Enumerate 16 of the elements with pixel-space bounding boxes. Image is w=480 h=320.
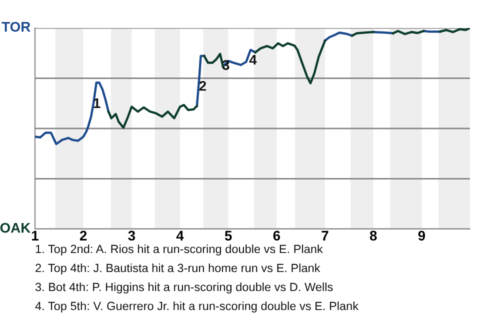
x-tick-label: 3 [128,230,136,241]
text: OAK [0,222,31,233]
x-tick-label: 1 [32,230,38,240]
x-tick-label: 2 [80,230,87,240]
x-tick-label: 6 [273,230,280,241]
x-tick-label: 4 [176,230,184,240]
text: 4. Top 5th: V. Guerrero Jr. hit a run-scoring double vs E. Plank [35,301,359,313]
x-tick-label: 7 [322,230,328,240]
x-tick-label: 5 [224,230,232,241]
text: 3. Bot 4th: P. Higgins hit a run-scoring double vs D. Wells [35,282,333,294]
text: TOR [2,22,30,32]
annotation: 4 [249,55,257,65]
text: 2. Top 4th: J. Bautista hit a 3-run home run vs E. Plank [36,263,320,275]
x-tick-label: 9 [418,230,426,241]
text: 1. Top 2nd: A. Rios hit a run-scoring double vs E. Plank [36,244,323,256]
x-tick-label: 8 [370,230,377,241]
